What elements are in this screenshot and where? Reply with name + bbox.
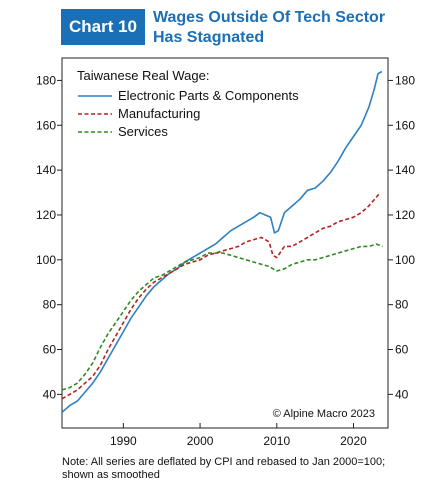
manufacturing-line [61, 191, 381, 400]
x-tick-label: 2000 [187, 434, 214, 448]
series-lines [61, 70, 383, 413]
chart-header: Chart 10 Wages Outside Of Tech Sector Ha… [0, 0, 446, 54]
y-tick-label-right: 40 [395, 387, 409, 401]
x-tick-label: 2010 [263, 434, 290, 448]
footnote-line-1: Note: All series are deflated by CPI and… [62, 456, 386, 468]
x-tick-label: 2020 [340, 434, 367, 448]
y-tick-label-left: 160 [36, 118, 56, 132]
legend: Taiwanese Real Wage: Electronic Parts & … [77, 68, 299, 139]
chart-title-line-2: Has Stagnated [153, 29, 265, 46]
electronic-parts-line [61, 70, 383, 413]
y-tick-label-left: 60 [43, 343, 57, 357]
y-tick-label-left: 80 [43, 298, 57, 312]
y-tick-label-right: 80 [395, 298, 409, 312]
y-tick-label-right: 180 [395, 73, 415, 87]
y-tick-label-left: 40 [43, 387, 57, 401]
y-tick-label-right: 60 [395, 343, 409, 357]
y-tick-label-right: 140 [395, 163, 415, 177]
y-tick-label-left: 180 [36, 73, 56, 87]
legend-label-electronic: Electronic Parts & Components [118, 88, 299, 103]
legend-label-services: Services [118, 124, 168, 139]
footnote: Note: All series are deflated by CPI and… [62, 456, 442, 482]
plot-frame [61, 57, 389, 429]
y-tick-label-right: 160 [395, 118, 415, 132]
y-tick-label-left: 140 [36, 163, 56, 177]
y-tick-label-left: 120 [36, 208, 56, 222]
y-tick-label-right: 100 [395, 253, 415, 267]
copyright-credit: © Alpine Macro 2023 [273, 408, 375, 420]
y-tick-label-left: 100 [36, 253, 56, 267]
legend-label-manufacturing: Manufacturing [118, 106, 200, 121]
services-line [61, 243, 383, 391]
legend-title: Taiwanese Real Wage: [77, 68, 209, 83]
x-tick-label: 1990 [110, 434, 137, 448]
chart-title: Wages Outside Of Tech Sector Has Stagnat… [153, 8, 413, 48]
chart-number-badge: Chart 10 [61, 9, 145, 45]
chart-title-line-1: Wages Outside Of Tech Sector [153, 9, 386, 26]
axis-ticks: 40 40 60 60 80 80 100 100 120 120 140 140 160 160 180 1… [36, 73, 415, 448]
y-tick-label-right: 120 [395, 208, 415, 222]
footnote-line-2: shown as smoothed [62, 469, 160, 481]
